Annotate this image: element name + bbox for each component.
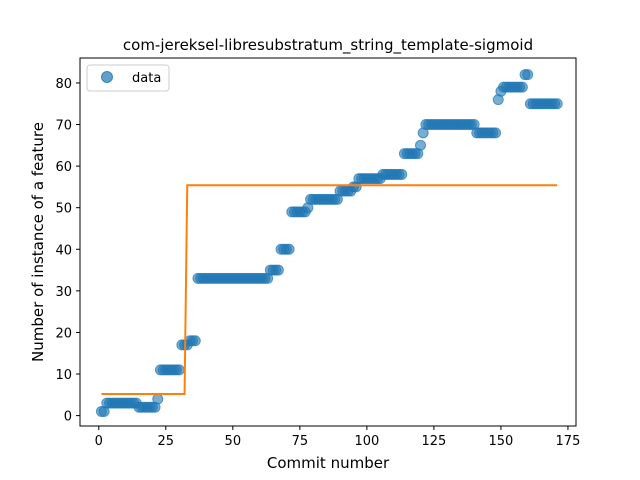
data-point [173, 364, 185, 376]
data-point [522, 69, 534, 81]
data-point [490, 127, 502, 139]
sigmoid-fit-line [101, 184, 558, 395]
y-tick-label: 50 [55, 202, 72, 217]
x-axis: 0 25 50 75 100 125 150 175 [95, 426, 581, 449]
legend-marker [101, 71, 113, 83]
data-point [551, 98, 563, 110]
y-tick-label: 0 [64, 410, 72, 425]
x-tick-label: 25 [158, 434, 175, 449]
y-tick-label: 30 [55, 285, 72, 300]
legend-label: data [132, 71, 161, 86]
data-point [272, 264, 284, 276]
y-tick-label: 10 [55, 368, 72, 383]
x-tick-label: 125 [421, 434, 446, 449]
x-tick-label: 150 [489, 434, 514, 449]
y-axis: 0 10 20 30 40 50 60 70 80 [55, 77, 80, 425]
y-axis-label: Number of instance of a feature [29, 122, 47, 362]
data-point [516, 81, 528, 93]
y-tick-label: 40 [55, 243, 72, 258]
y-tick-label: 70 [55, 119, 72, 134]
data-points [95, 69, 563, 417]
data-point [283, 243, 295, 255]
x-tick-label: 175 [556, 434, 581, 449]
data-point [396, 168, 408, 180]
x-tick-label: 0 [95, 434, 103, 449]
x-tick-label: 75 [292, 434, 309, 449]
x-axis-label: Commit number [267, 454, 390, 472]
plot-frame [79, 57, 577, 427]
data-point [152, 393, 164, 405]
data-point [189, 335, 201, 347]
x-tick-label: 100 [354, 434, 379, 449]
chart-title: com-jereksel-libresubstratum_string_temp… [123, 36, 533, 55]
y-tick-label: 80 [55, 77, 72, 92]
y-tick-label: 60 [55, 160, 72, 175]
plot-area [95, 69, 563, 417]
data-point [414, 139, 426, 151]
y-tick-label: 20 [55, 326, 72, 341]
legend: data [86, 64, 170, 92]
x-tick-label: 50 [225, 434, 242, 449]
